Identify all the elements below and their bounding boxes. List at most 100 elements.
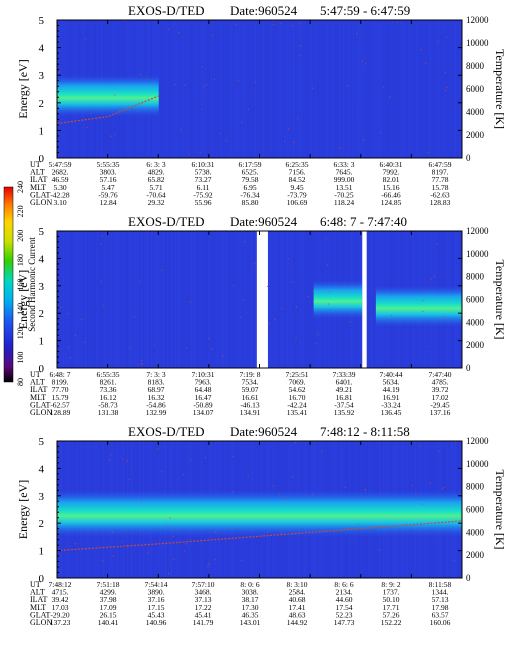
noise-streak [175, 20, 176, 158]
temperature-point [412, 484, 414, 486]
temperature-point [232, 455, 234, 457]
temperature-point [382, 86, 384, 88]
table-cell: 131.38 [98, 408, 119, 417]
data-gap-1 [256, 231, 268, 368]
table-cell: 7:25:51 [286, 370, 309, 379]
temperature-point [183, 474, 185, 476]
temperature-point [237, 80, 239, 82]
noise-streak [199, 20, 200, 158]
noise-streak [187, 231, 188, 368]
panel-date: Date:960524 [230, 3, 298, 18]
temperature-point [360, 497, 362, 500]
table-cell: -54.86 [146, 400, 166, 409]
noise-streak [203, 20, 204, 158]
temperature-point [110, 135, 112, 137]
temperature-point [69, 357, 72, 359]
temperature-point [242, 299, 244, 301]
y-tick-label: 0 [39, 153, 45, 165]
temperature-point [128, 479, 130, 481]
noise-streak [321, 20, 322, 158]
noise-streak [271, 20, 272, 158]
table-cell: 6:40:31 [380, 160, 403, 169]
noise-streak [173, 231, 174, 368]
noise-streak [193, 231, 194, 368]
colorbar-tick-label: 80 [16, 378, 25, 386]
table-cell: 17.03 [52, 603, 69, 612]
temperature-point [189, 301, 191, 303]
table-cell: 4299. [100, 588, 117, 597]
y2-tick-label: 8000 [466, 272, 485, 282]
y-tick-label: 5 [39, 226, 45, 238]
noise-streak [453, 20, 454, 158]
noise-streak [155, 231, 156, 368]
table-cell: 15.16 [383, 183, 400, 192]
temperature-point [314, 343, 316, 345]
temperature-point [167, 28, 169, 30]
temperature-point [436, 243, 438, 245]
noise-streak [395, 20, 396, 158]
temperature-point [307, 296, 309, 298]
y-tick-label: 1 [39, 125, 45, 137]
temperature-point [429, 482, 431, 484]
noise-streak [159, 20, 160, 158]
noise-streak [89, 231, 90, 368]
table-cell: -76.34 [240, 190, 260, 199]
noise-streak [223, 231, 224, 368]
noise-streak [231, 231, 232, 368]
temperature-point [84, 38, 87, 40]
table-cell: 16.61 [242, 393, 259, 402]
colorbar: 80 100 120 140 160 180 200 220 240 Second Harmoni… [3, 181, 37, 386]
temperature-point [288, 128, 290, 130]
noise-streak [249, 20, 250, 158]
temperature-point [278, 493, 280, 495]
noise-streak [163, 20, 164, 158]
noise-streak [233, 231, 234, 368]
noise-streak [253, 20, 254, 158]
noise-streak [371, 231, 372, 368]
table-row-label: UT [30, 370, 41, 379]
temperature-point [208, 563, 210, 565]
noise-streak [275, 20, 276, 158]
table-cell: 73.27 [195, 175, 212, 184]
temperature-point [114, 133, 116, 136]
temperature-point [280, 532, 282, 534]
noise-streak [441, 20, 442, 158]
temperature-point [111, 532, 114, 534]
temperature-point [356, 111, 358, 113]
noise-streak [191, 20, 192, 158]
temperature-point [361, 60, 363, 62]
noise-streak [301, 231, 302, 368]
temperature-point [362, 139, 365, 141]
table-cell: 140.96 [146, 618, 167, 627]
noise-streak [167, 20, 168, 158]
noise-streak [373, 20, 374, 158]
temperature-point [444, 71, 446, 73]
noise-streak [255, 20, 256, 158]
panel-time-range: 6:48: 7 - 7:47:40 [320, 214, 407, 229]
table-cell: 17.41 [289, 603, 306, 612]
noise-streak [247, 231, 248, 368]
y-tick-label: 2 [39, 518, 45, 530]
noise-streak [239, 231, 240, 368]
table-cell: 7534. [242, 378, 259, 387]
noise-streak [153, 231, 154, 368]
noise-streak [255, 231, 256, 368]
temperature-point [274, 318, 276, 320]
table-row-label: ILAT [30, 595, 47, 604]
noise-streak [177, 231, 178, 368]
noise-streak [201, 20, 202, 158]
temperature-point [349, 321, 351, 323]
temperature-point [165, 525, 168, 527]
noise-streak [371, 20, 372, 158]
table-cell: 85.80 [242, 198, 259, 207]
noise-streak [219, 231, 220, 368]
noise-streak [455, 20, 456, 158]
noise-streak [77, 231, 78, 368]
table-cell: 8: 3:10 [286, 580, 307, 589]
temperature-point [326, 237, 328, 239]
noise-streak [213, 20, 214, 158]
noise-streak [295, 20, 296, 158]
table-cell: 52.23 [336, 610, 353, 619]
noise-streak [269, 20, 270, 158]
noise-streak [107, 231, 108, 368]
